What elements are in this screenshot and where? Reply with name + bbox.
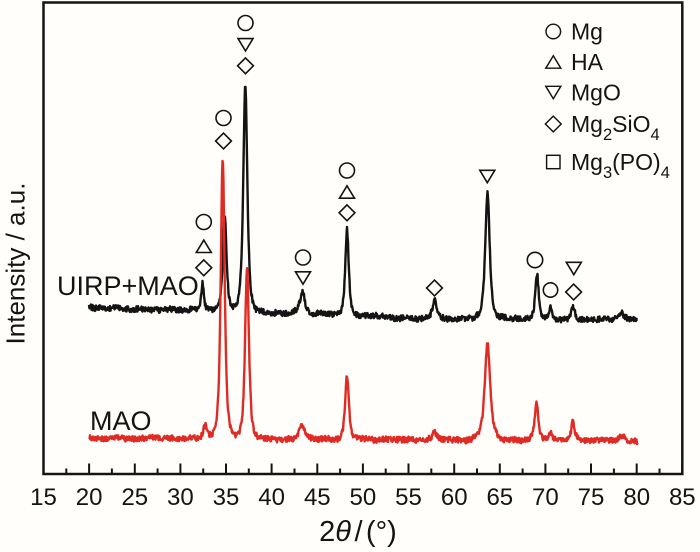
svg-text:20: 20 xyxy=(76,484,103,511)
svg-text:55: 55 xyxy=(395,484,422,511)
svg-text:80: 80 xyxy=(623,484,650,511)
svg-text:2θ/(°): 2θ / (°) xyxy=(319,516,397,547)
svg-text:UIRP+MAO: UIRP+MAO xyxy=(57,271,199,301)
svg-text:MgO: MgO xyxy=(571,80,621,106)
svg-text:70: 70 xyxy=(532,484,559,511)
svg-text:40: 40 xyxy=(258,484,285,511)
svg-text:25: 25 xyxy=(121,484,148,511)
svg-text:Intensity / a.u.: Intensity / a.u. xyxy=(1,183,31,345)
svg-text:30: 30 xyxy=(167,484,194,511)
svg-text:Mg: Mg xyxy=(571,19,603,45)
svg-text:85: 85 xyxy=(669,484,696,511)
svg-text:15: 15 xyxy=(30,484,57,511)
svg-text:50: 50 xyxy=(350,484,377,511)
svg-text:60: 60 xyxy=(441,484,468,511)
svg-text:35: 35 xyxy=(213,484,240,511)
svg-text:MAO: MAO xyxy=(90,406,152,436)
svg-text:HA: HA xyxy=(571,49,604,75)
svg-text:75: 75 xyxy=(578,484,605,511)
svg-text:65: 65 xyxy=(486,484,513,511)
svg-text:45: 45 xyxy=(304,484,331,511)
